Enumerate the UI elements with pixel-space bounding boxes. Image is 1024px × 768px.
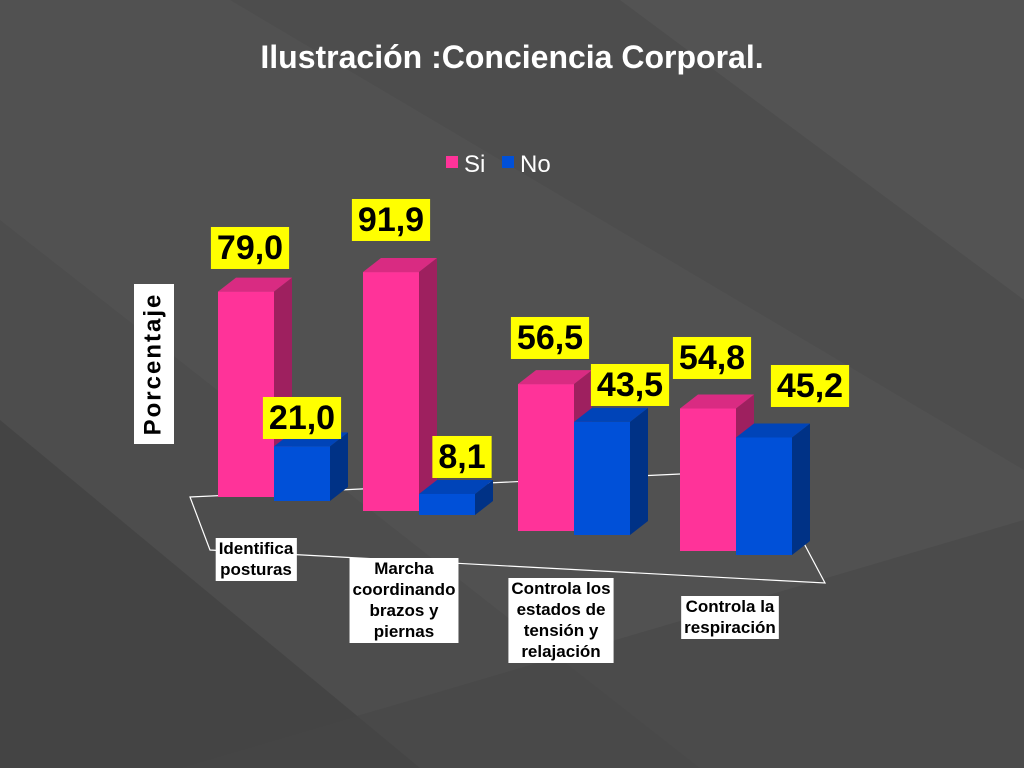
bar-front bbox=[574, 421, 630, 535]
data-label-bg bbox=[262, 396, 342, 439]
data-label-si-2: 91,9 bbox=[351, 198, 431, 241]
category-label-line: Marcha bbox=[374, 559, 434, 578]
category-label-3: Controla los estados de tensión y relajació… bbox=[508, 578, 614, 663]
category-label-bg bbox=[215, 538, 297, 581]
bar-no-4 bbox=[736, 423, 810, 555]
bar-si-2 bbox=[363, 258, 437, 511]
data-label-no-1: 21,0 bbox=[262, 396, 342, 439]
category-label-line: estados de bbox=[517, 600, 606, 619]
y-axis-label-box bbox=[134, 284, 174, 444]
category-label-line: Controla la bbox=[686, 597, 775, 616]
data-label-si-1: 79,0 bbox=[210, 226, 290, 269]
bar-front bbox=[419, 493, 475, 515]
bar-top bbox=[363, 258, 437, 273]
category-label-text: Identifica posturas bbox=[219, 539, 294, 579]
category-label-line: brazos y bbox=[370, 601, 440, 620]
data-label-no-2: 8,1 bbox=[432, 435, 492, 478]
category-label-line: Identifica bbox=[219, 539, 294, 558]
data-label-no-3: 43,5 bbox=[590, 363, 670, 406]
bar-top bbox=[574, 407, 648, 422]
category-label-text: Controla los estados de tensión y relajació… bbox=[511, 579, 610, 661]
legend-swatch-no bbox=[502, 156, 514, 168]
category-label-line: tensión y bbox=[524, 621, 599, 640]
category-label-line: respiración bbox=[684, 618, 776, 637]
bar-front bbox=[680, 408, 736, 551]
bar-side bbox=[630, 407, 648, 535]
category-label-line: coordinando bbox=[353, 580, 456, 599]
bar-front bbox=[218, 291, 274, 497]
bar-no-1 bbox=[274, 432, 348, 501]
bar-top bbox=[419, 479, 493, 494]
data-label-text: 8,1 bbox=[438, 438, 485, 476]
data-label-text: 21,0 bbox=[269, 399, 335, 437]
data-label-bg bbox=[510, 316, 590, 359]
data-label-text: 91,9 bbox=[358, 201, 424, 239]
bar-side bbox=[792, 423, 810, 555]
category-label-2: Marcha coordinando brazos y piernas bbox=[349, 558, 459, 643]
data-labels-group: 79,0 91,9 56,5 54,8 21,0 8,1 43,5 45,2 bbox=[210, 198, 850, 478]
data-label-si-4: 54,8 bbox=[672, 336, 752, 379]
category-label-text: Marcha coordinando brazos y piernas bbox=[353, 559, 456, 641]
data-label-si-3: 56,5 bbox=[510, 316, 590, 359]
data-label-no-4: 45,2 bbox=[770, 364, 850, 407]
data-label-bg bbox=[770, 364, 850, 407]
data-label-bg bbox=[672, 336, 752, 379]
data-label-text: 54,8 bbox=[679, 339, 745, 377]
legend-label-si: Si bbox=[464, 151, 485, 178]
category-label-bg bbox=[681, 596, 779, 639]
data-label-bg bbox=[432, 435, 492, 478]
bar-top bbox=[518, 370, 592, 385]
data-label-bg bbox=[351, 198, 431, 241]
category-label-4: Controla la respiración bbox=[681, 596, 779, 639]
data-label-text: 45,2 bbox=[777, 367, 843, 405]
bars-group bbox=[218, 258, 810, 555]
legend: Si No bbox=[446, 151, 551, 178]
bar-no-2 bbox=[419, 479, 493, 515]
bar-side bbox=[330, 432, 348, 501]
chart-title: Ilustración :Conciencia Corporal. bbox=[260, 39, 763, 75]
y-axis-label: Porcentaje bbox=[139, 293, 166, 436]
category-labels-group: Identifica posturas Marcha coordinando brazo… bbox=[215, 538, 779, 663]
category-label-1: Identifica posturas bbox=[215, 538, 297, 581]
legend-label-no: No bbox=[520, 151, 551, 178]
data-label-text: 56,5 bbox=[517, 319, 583, 357]
data-label-bg bbox=[210, 226, 290, 269]
category-label-line: Controla los bbox=[511, 579, 610, 598]
data-label-text: 79,0 bbox=[217, 229, 283, 267]
data-label-bg bbox=[590, 363, 670, 406]
bar-top bbox=[736, 423, 810, 438]
category-label-text: Controla la respiración bbox=[684, 597, 776, 637]
bar-front bbox=[736, 437, 792, 555]
bar-side bbox=[475, 479, 493, 515]
category-label-bg bbox=[508, 578, 614, 663]
bar-top bbox=[680, 394, 754, 409]
category-label-line: piernas bbox=[374, 622, 434, 641]
legend-swatch-si bbox=[446, 156, 458, 168]
category-label-line: relajación bbox=[521, 642, 600, 661]
category-label-line: posturas bbox=[220, 560, 292, 579]
bar-front bbox=[274, 446, 330, 501]
bar-front bbox=[363, 272, 419, 511]
data-label-text: 43,5 bbox=[597, 366, 663, 404]
bar-top bbox=[218, 277, 292, 292]
category-label-bg bbox=[349, 558, 459, 643]
bar-no-3 bbox=[574, 407, 648, 535]
bar-front bbox=[518, 384, 574, 531]
